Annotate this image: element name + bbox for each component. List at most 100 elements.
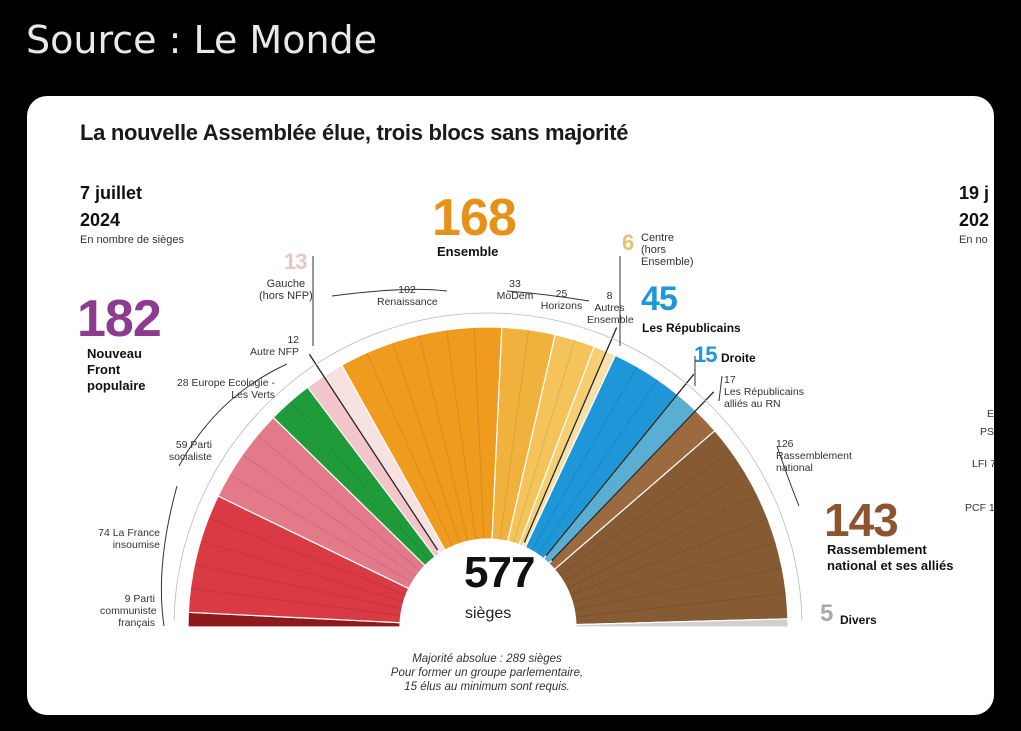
bloc-rn-name-line1: Rassemblement xyxy=(827,542,927,557)
total-seats-label: sièges xyxy=(465,605,512,622)
bloc-rn-name: Rassemblement national et ses alliés xyxy=(827,542,953,574)
label-eelv-l2: Les Verts xyxy=(231,389,275,401)
next-panel-date: 19 j 202 xyxy=(959,180,989,234)
leader-ensemble-right xyxy=(506,290,590,302)
gauche-line1: Gauche xyxy=(266,278,306,290)
footnote: Majorité absolue : 289 sièges Pour forme… xyxy=(362,652,612,694)
label-horizons-l1: 25 xyxy=(555,288,568,300)
sector-rassemblement-national xyxy=(553,429,789,626)
label-horizons: 25 Horizons xyxy=(539,288,584,312)
seat-divider xyxy=(446,329,477,540)
label-autre-nfp: 12 Autre NFP xyxy=(247,334,299,358)
next-panel-date-line2: 202 xyxy=(959,210,990,230)
seat-divider xyxy=(366,352,453,547)
total-seats-value: 577 xyxy=(464,548,535,597)
seat-divider xyxy=(194,564,403,610)
outer-guide-arc xyxy=(173,312,803,621)
bloc-nfp-name: Nouveau Front populaire xyxy=(87,346,146,394)
source-caption: Source : Le Monde xyxy=(26,18,378,62)
date-label: 7 juillet 2024 xyxy=(80,180,142,234)
bloc-centre-name: Centre (hors Ensemble) xyxy=(641,232,694,268)
footnote-l2: Pour former un groupe parlementaire, xyxy=(390,667,584,679)
label-rn-l1: 126 xyxy=(776,438,794,450)
leader-lr-rn xyxy=(718,375,723,402)
seat-divider xyxy=(563,471,746,582)
seat-divider xyxy=(208,517,407,596)
centre-line1: Centre xyxy=(641,232,675,244)
sector-divers xyxy=(575,618,789,628)
next-panel-date-line1: 19 j xyxy=(959,183,990,203)
bloc-divers-value: 5 xyxy=(820,600,833,627)
seat-divider xyxy=(575,592,787,618)
label-eelv: 28 Europe Ecologie - Les Verts xyxy=(170,377,275,401)
next-panel-label-lfi: LFI 7 xyxy=(972,458,994,470)
label-ps-l2: socialiste xyxy=(168,451,212,463)
label-horizons-l2: Horizons xyxy=(540,300,583,312)
label-modem: 33 MoDem xyxy=(495,278,535,302)
label-ps-l1: 59 Parti xyxy=(175,439,212,451)
label-rn-l3: national xyxy=(776,462,813,474)
date-year: 2024 xyxy=(80,210,121,230)
label-lr-rn-l2: Les Républicains xyxy=(724,386,804,398)
bloc-separator xyxy=(523,327,618,543)
next-panel-label-pcf: PCF 1 xyxy=(965,502,994,514)
leader-rn xyxy=(776,445,800,507)
bloc-lr-name: Les Républicains xyxy=(642,321,741,335)
label-autres-ensemble-l3: Ensemble xyxy=(587,314,634,326)
seat-divider xyxy=(190,587,401,617)
label-lr-rn-l1: 17 xyxy=(724,374,736,386)
seat-divider xyxy=(566,494,758,589)
label-autres-ensemble-l1: 8 xyxy=(606,290,613,302)
footnote-l3: 15 élus au minimum sont requis. xyxy=(404,681,570,693)
unit-label: En nombre de sièges xyxy=(80,234,184,246)
label-lfi-l1: 74 La France xyxy=(98,527,160,539)
bloc-nfp-name-line1: Nouveau xyxy=(87,346,142,361)
label-lr-rn: 17 Les Républicains alliés au RN xyxy=(724,374,804,410)
bloc-separator xyxy=(551,391,715,562)
label-modem-l2: MoDem xyxy=(496,290,534,302)
leader-nfp-bracket xyxy=(160,485,178,627)
label-autres-ensemble: 8 Autres Ensemble xyxy=(587,290,634,326)
label-lr-rn-l3: alliés au RN xyxy=(724,398,781,410)
seat-divider xyxy=(289,401,431,562)
bloc-gauche-name: Gauche (hors NFP) xyxy=(259,278,313,302)
footnote-l1: Majorité absolue : 289 sièges xyxy=(412,653,562,665)
label-lfi: 74 La France insoumise xyxy=(85,527,160,551)
label-autre-nfp-l2: Autre NFP xyxy=(249,346,299,358)
seat-divider xyxy=(473,327,485,540)
bloc-centre-value: 6 xyxy=(622,230,634,255)
chart-card: La nouvelle Assemblée élue, trois blocs … xyxy=(27,96,994,715)
bloc-ensemble-name: Ensemble xyxy=(437,244,499,259)
leader-nfp-bracket-upper xyxy=(178,363,288,467)
bloc-nfp-value: 182 xyxy=(77,290,162,348)
bloc-gauche-value: 13 xyxy=(284,249,308,274)
label-renaissance: 102 Renaissance xyxy=(377,284,438,308)
label-rn: 126 Rassemblement national xyxy=(776,438,852,474)
label-autre-nfp-l1: 12 xyxy=(287,334,299,346)
centre-line3: Ensemble) xyxy=(641,256,694,268)
label-pcf: 9 Parti communiste français xyxy=(100,593,157,629)
label-modem-l1: 33 xyxy=(509,278,521,290)
seat-divider xyxy=(200,540,404,603)
label-ps: 59 Parti socialiste xyxy=(152,439,212,463)
label-eelv-l1: 28 Europe Ecologie - xyxy=(176,377,275,389)
gauche-line2: (hors NFP) xyxy=(259,290,313,302)
label-renaissance-l1: 102 xyxy=(398,284,416,296)
seat-divider xyxy=(513,339,576,543)
leader-ensemble-left xyxy=(331,288,448,297)
seat-divider xyxy=(242,454,417,577)
bloc-lr-value: 45 xyxy=(641,280,678,318)
seat-divider xyxy=(531,366,638,551)
seat-divider xyxy=(559,450,732,576)
seat-divider xyxy=(229,474,413,583)
seat-divider xyxy=(418,334,469,542)
seat-divider xyxy=(572,542,777,603)
seat-divider xyxy=(569,518,768,596)
seat-divider xyxy=(574,567,783,611)
seat-divider xyxy=(256,435,421,572)
bloc-separator xyxy=(308,353,439,551)
seat-divider xyxy=(392,342,461,544)
next-panel-label-ps: PS xyxy=(980,426,994,438)
bloc-rn-value: 143 xyxy=(824,494,899,546)
label-autres-ensemble-l2: Autres xyxy=(594,302,625,314)
